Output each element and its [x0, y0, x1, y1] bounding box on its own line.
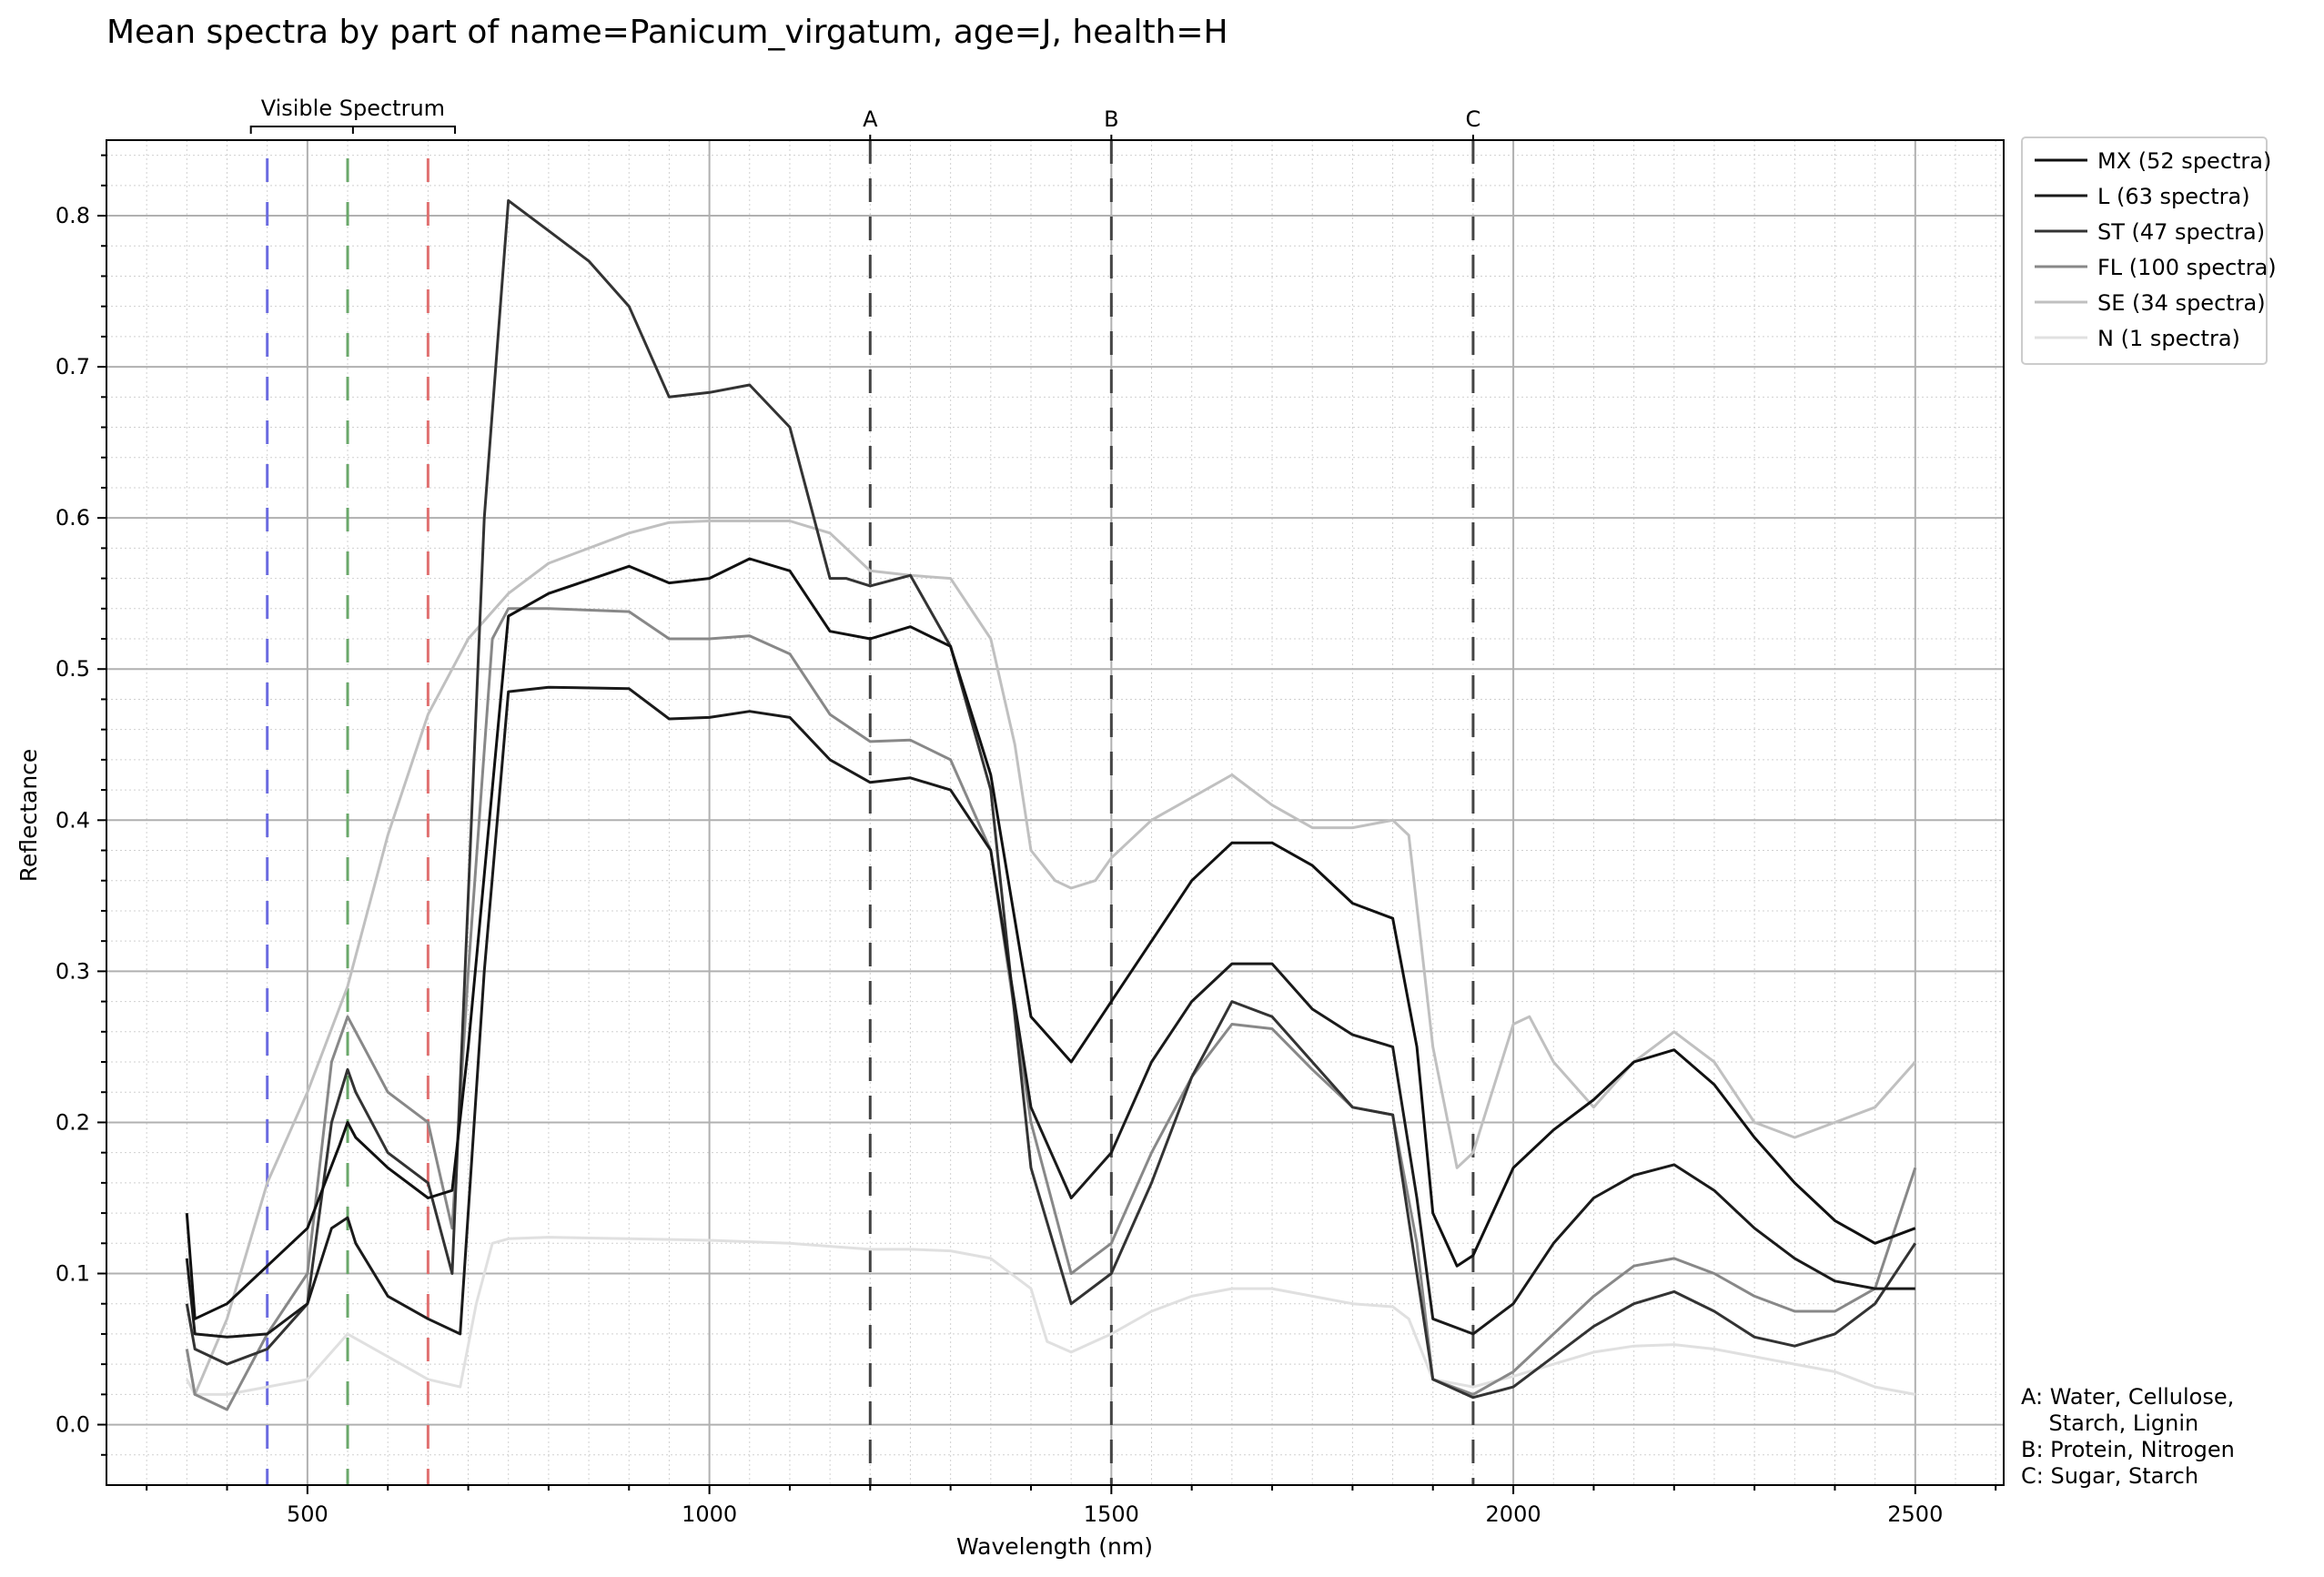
legend: MX (52 spectra) L (63 spectra) ST (47 spec… [2021, 136, 2277, 365]
y-tick-label: 0.8 [56, 203, 90, 228]
visible-spectrum-label: Visible Spectrum [261, 96, 445, 121]
x-axis-ticks: 500 1000 1500 2000 2500 [146, 1485, 1997, 1527]
x-tick-label: 1500 [1084, 1501, 1139, 1527]
legend-label: SE (34 spectra) [2097, 290, 2266, 316]
x-axis-label: Wavelength (nm) [956, 1533, 1153, 1560]
major-grid [106, 140, 2004, 1485]
legend-label: MX (52 spectra) [2097, 148, 2271, 174]
absorption-marker-label: C [1466, 106, 1481, 132]
visible-spectrum-bracket-line [249, 126, 457, 134]
absorption-marker-lines: A B C [863, 106, 1480, 1485]
y-tick-label: 0.0 [56, 1412, 90, 1438]
absorption-marker-label: B [1104, 106, 1118, 132]
minor-grid [106, 140, 2004, 1486]
legend-label: ST (47 spectra) [2097, 219, 2265, 245]
series-line [185, 557, 1916, 1320]
series-line [185, 607, 1917, 1411]
marker-note: A: Water, Cellulose, [2021, 1384, 2234, 1410]
marker-note: C: Sugar, Starch [2021, 1463, 2198, 1489]
y-axis-ticks: 0.0 0.1 0.2 0.3 0.4 0.5 0.6 0.7 0.8 [56, 154, 106, 1456]
series-line [185, 198, 1917, 1400]
legend-box [2021, 136, 2268, 365]
y-tick-label: 0.2 [56, 1109, 90, 1135]
series-line [185, 685, 1915, 1339]
marker-note: B: Protein, Nitrogen [2021, 1437, 2235, 1462]
y-tick-label: 0.3 [56, 958, 90, 984]
y-tick-label: 0.7 [56, 354, 90, 379]
y-tick-label: 0.1 [56, 1261, 90, 1287]
series-lines [185, 198, 1917, 1411]
series-line [185, 520, 1916, 1396]
series-line [185, 1236, 1916, 1396]
visible-spectrum-bracket: Visible Spectrum [249, 96, 457, 134]
y-tick-label: 0.4 [56, 807, 90, 833]
y-tick-label: 0.6 [56, 505, 90, 531]
x-tick-label: 500 [287, 1501, 328, 1527]
plot-frame [106, 139, 2005, 1486]
visible-color-lines [266, 158, 429, 1485]
chart-title: Mean spectra by part of name=Panicum_vir… [106, 14, 1228, 51]
legend-label: FL (100 spectra) [2097, 255, 2277, 280]
absorption-marker-label: A [863, 106, 878, 132]
legend-label: N (1 spectra) [2097, 326, 2240, 351]
x-tick-label: 2500 [1887, 1501, 1943, 1527]
y-tick-label: 0.5 [56, 656, 90, 682]
y-axis-label: Reflectance [15, 749, 42, 883]
x-tick-label: 1000 [682, 1501, 737, 1527]
marker-note: Starch, Lignin [2021, 1410, 2198, 1436]
legend-label: L (63 spectra) [2097, 184, 2250, 209]
x-tick-label: 2000 [1486, 1501, 1541, 1527]
